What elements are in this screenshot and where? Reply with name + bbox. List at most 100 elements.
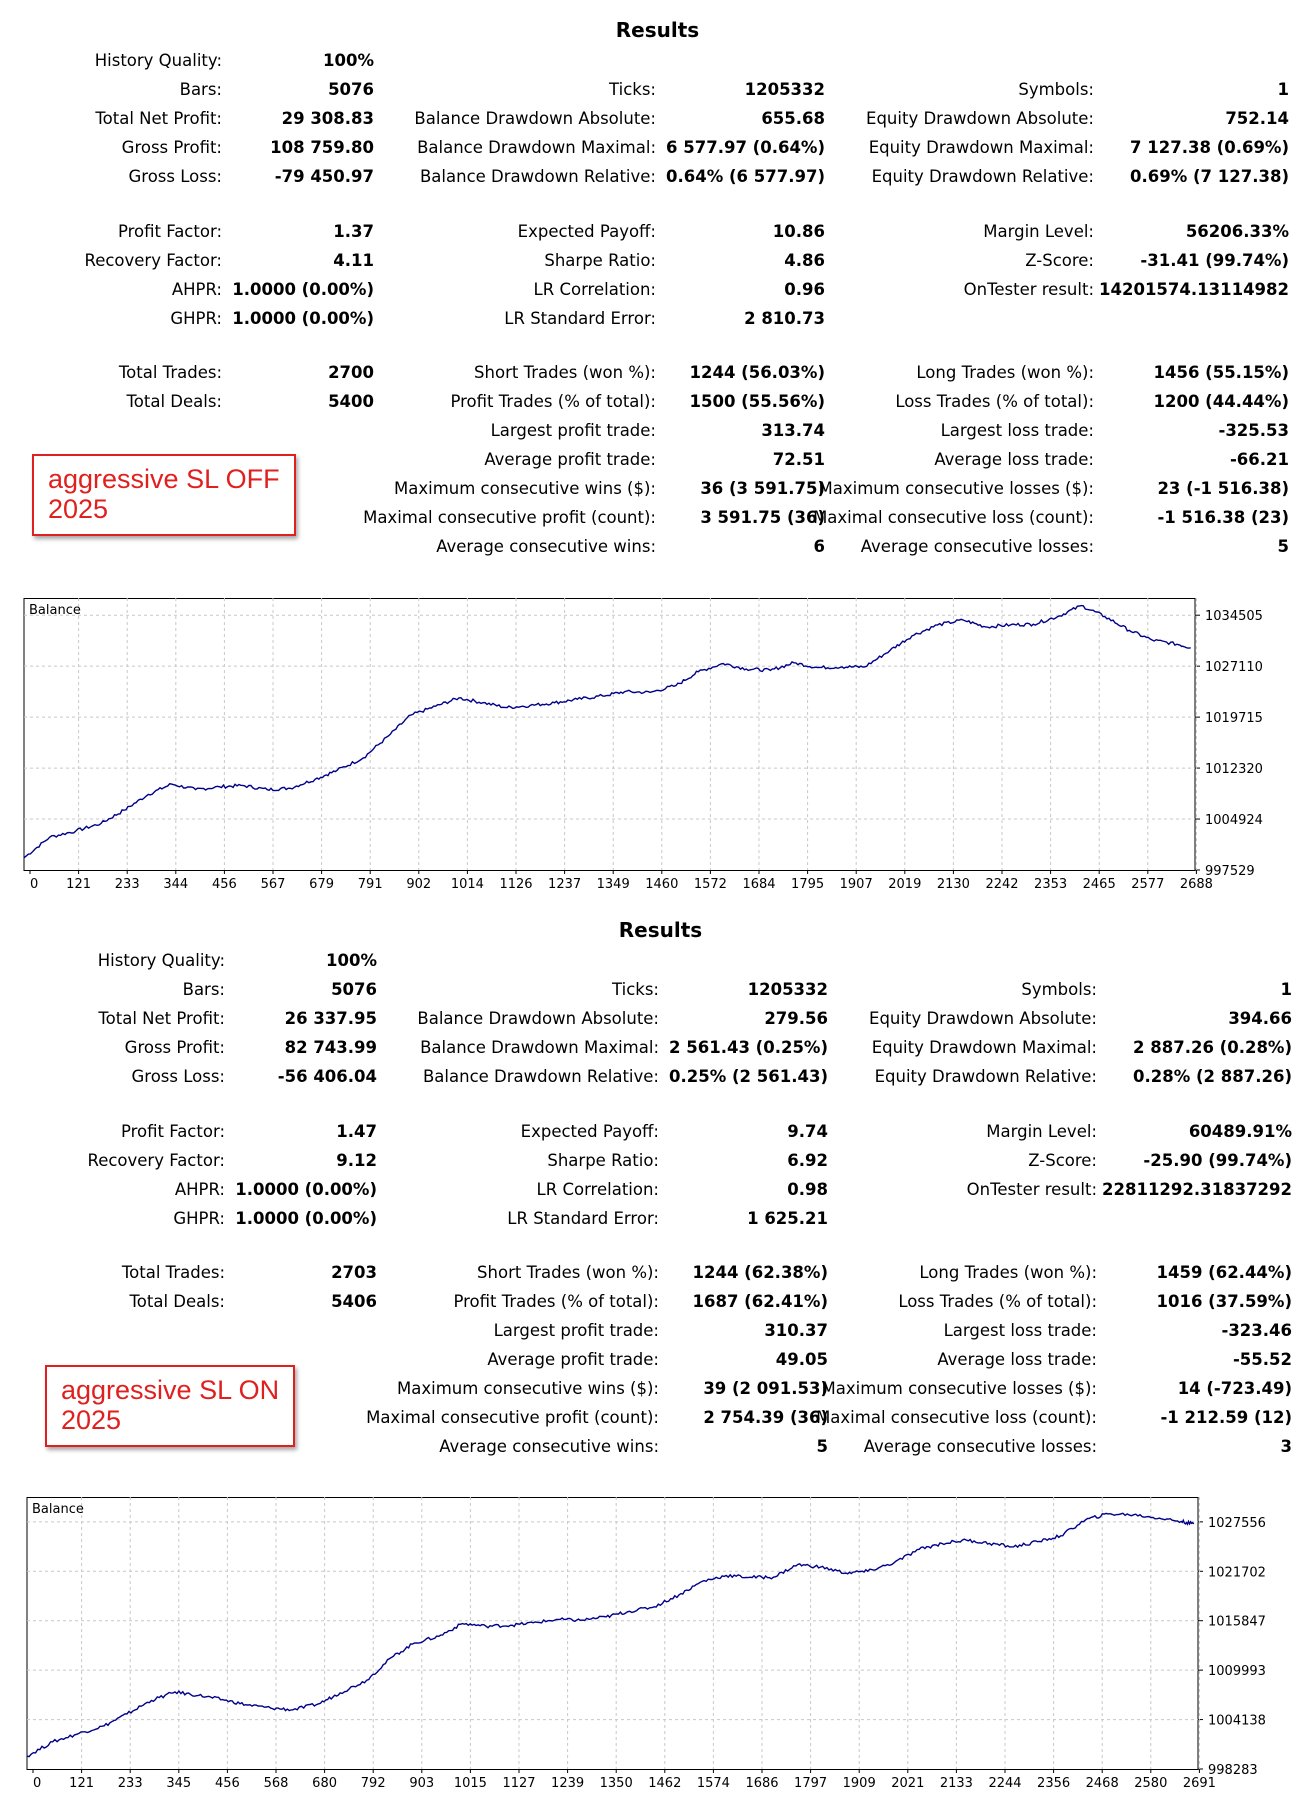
average-loss-trade-value: -55.52 xyxy=(1232,1350,1292,1369)
average-profit-trade-label: Average profit trade: xyxy=(484,450,656,469)
equity-drawdown-absolute-value: 394.66 xyxy=(1228,1009,1292,1028)
ontester-result-label: OnTester result: xyxy=(963,280,1094,299)
z-score-value: -31.41 (99.74%) xyxy=(1140,251,1289,270)
y-tick-label: 1019715 xyxy=(1205,711,1263,726)
ticks-value: 1205332 xyxy=(747,980,828,999)
x-tick-label: 1797 xyxy=(794,1776,827,1791)
equity-drawdown-absolute-label: Equity Drawdown Absolute: xyxy=(869,1009,1097,1028)
total-trades-label: Total Trades: xyxy=(118,363,222,382)
long-trades-won-value: 1456 (55.15%) xyxy=(1153,363,1289,382)
expected-payoff-value: 10.86 xyxy=(772,222,825,241)
x-tick-label: 121 xyxy=(66,877,91,892)
average-consecutive-wins-label: Average consecutive wins: xyxy=(436,537,656,556)
profit-factor-value: 1.37 xyxy=(333,222,374,241)
loss-trades-of-total-label: Loss Trades (% of total): xyxy=(895,392,1094,411)
x-tick-label: 902 xyxy=(406,877,431,892)
z-score-value: -25.90 (99.74%) xyxy=(1143,1151,1292,1170)
balance-drawdown-maximal-value: 6 577.97 (0.64%) xyxy=(666,138,825,157)
plot-area xyxy=(23,598,1196,871)
maximal-consecutive-loss-count-label: Maximal consecutive loss (count): xyxy=(816,1408,1097,1427)
y-tick-label: 1015847 xyxy=(1208,1615,1266,1630)
ghpr-value: 1.0000 (0.00%) xyxy=(232,309,374,328)
largest-loss-trade-value: -325.53 xyxy=(1218,421,1289,440)
average-profit-trade-label: Average profit trade: xyxy=(487,1350,659,1369)
lr-standard-error-label: LR Standard Error: xyxy=(504,309,656,328)
average-consecutive-wins-value: 5 xyxy=(816,1437,828,1456)
expected-payoff-label: Expected Payoff: xyxy=(520,1122,659,1141)
x-tick-label: 1684 xyxy=(742,877,775,892)
largest-loss-trade-label: Largest loss trade: xyxy=(940,421,1094,440)
profit-trades-of-total-value: 1500 (55.56%) xyxy=(689,392,825,411)
largest-loss-trade-label: Largest loss trade: xyxy=(943,1321,1097,1340)
lr-correlation-label: LR Correlation: xyxy=(536,1180,659,1199)
balance-drawdown-relative-label: Balance Drawdown Relative: xyxy=(419,167,656,186)
symbols-value: 1 xyxy=(1280,980,1292,999)
x-tick-label: 2577 xyxy=(1131,877,1164,892)
x-tick-label: 1126 xyxy=(499,877,532,892)
balance-chart: 1027556 1021702 1015847 1009993 1004138 99828… xyxy=(26,1497,1266,1791)
lr-standard-error-value: 1 625.21 xyxy=(747,1209,828,1228)
balance-drawdown-relative-label: Balance Drawdown Relative: xyxy=(422,1067,659,1086)
x-tick-label: 2130 xyxy=(937,877,970,892)
annotation-line: aggressive SL ON xyxy=(61,1375,280,1405)
x-tick-label: 456 xyxy=(212,877,237,892)
y-tick-label: 1027110 xyxy=(1205,660,1263,675)
total-net-profit-value: 29 308.83 xyxy=(281,109,374,128)
sharpe-ratio-label: Sharpe Ratio: xyxy=(547,1151,659,1170)
x-tick-label: 1014 xyxy=(451,877,484,892)
total-deals-label: Total Deals: xyxy=(129,1292,226,1311)
balance-drawdown-absolute-label: Balance Drawdown Absolute: xyxy=(417,1009,659,1028)
average-consecutive-wins-label: Average consecutive wins: xyxy=(439,1437,659,1456)
x-tick-label: 2468 xyxy=(1086,1776,1119,1791)
largest-profit-trade-label: Largest profit trade: xyxy=(493,1321,659,1340)
short-trades-won-value: 1244 (62.38%) xyxy=(692,1263,828,1282)
ticks-label: Ticks: xyxy=(612,980,659,999)
y-tick-label: 1012320 xyxy=(1205,762,1263,777)
ahpr-value: 1.0000 (0.00%) xyxy=(232,280,374,299)
profit-factor-label: Profit Factor: xyxy=(120,1122,225,1141)
annotation-line: 2025 xyxy=(48,494,109,524)
x-tick-label: 456 xyxy=(215,1776,240,1791)
x-tick-label: 1237 xyxy=(548,877,581,892)
x-tick-label: 568 xyxy=(264,1776,289,1791)
equity-drawdown-maximal-label: Equity Drawdown Maximal: xyxy=(868,138,1094,157)
long-trades-won-label: Long Trades (won %): xyxy=(916,363,1094,382)
lr-correlation-value: 0.98 xyxy=(787,1180,828,1199)
x-tick-label: 1795 xyxy=(791,877,824,892)
total-deals-value: 5406 xyxy=(331,1292,377,1311)
balance-drawdown-absolute-value: 279.56 xyxy=(764,1009,828,1028)
y-tick-label: 1004138 xyxy=(1208,1714,1266,1729)
recovery-factor-value: 4.11 xyxy=(333,251,374,270)
margin-level-value: 56206.33% xyxy=(1185,222,1289,241)
equity-drawdown-absolute-label: Equity Drawdown Absolute: xyxy=(866,109,1094,128)
x-tick-label: 0 xyxy=(33,1776,41,1791)
total-net-profit-label: Total Net Profit: xyxy=(95,109,222,128)
total-deals-label: Total Deals: xyxy=(126,392,223,411)
maximal-consecutive-profit-count-value: 3 591.75 (36) xyxy=(700,508,825,527)
largest-profit-trade-value: 313.74 xyxy=(761,421,825,440)
x-tick-label: 121 xyxy=(69,1776,94,1791)
largest-profit-trade-label: Largest profit trade: xyxy=(490,421,656,440)
symbols-label: Symbols: xyxy=(1018,80,1094,99)
balance-drawdown-maximal-label: Balance Drawdown Maximal: xyxy=(420,1038,659,1057)
x-tick-label: 2244 xyxy=(988,1776,1021,1791)
lr-correlation-label: LR Correlation: xyxy=(533,280,656,299)
average-consecutive-losses-label: Average consecutive losses: xyxy=(863,1437,1097,1456)
long-trades-won-value: 1459 (62.44%) xyxy=(1156,1263,1292,1282)
report-aggressive-sl-off: Results History Quality: 100% Bars: 5076 Tick… xyxy=(23,18,1289,892)
history-quality-value: 100% xyxy=(323,51,374,70)
maximum-consecutive-wins-label: Maximum consecutive wins ($): xyxy=(397,1379,659,1398)
equity-drawdown-maximal-value: 7 127.38 (0.69%) xyxy=(1130,138,1289,157)
balance-drawdown-relative-value: 0.64% (6 577.97) xyxy=(666,167,825,186)
profit-factor-label: Profit Factor: xyxy=(117,222,222,241)
margin-level-label: Margin Level: xyxy=(986,1122,1097,1141)
x-tick-label: 1015 xyxy=(454,1776,487,1791)
short-trades-won-label: Short Trades (won %): xyxy=(477,1263,659,1282)
annotation-line: aggressive SL OFF xyxy=(48,464,280,494)
average-profit-trade-value: 49.05 xyxy=(775,1350,828,1369)
symbols-label: Symbols: xyxy=(1021,980,1097,999)
expected-payoff-value: 9.74 xyxy=(787,1122,828,1141)
profit-trades-of-total-label: Profit Trades (% of total): xyxy=(450,392,656,411)
gross-profit-label: Gross Profit: xyxy=(124,1038,225,1057)
maximum-consecutive-losses-label: Maximum consecutive losses ($): xyxy=(818,479,1094,498)
